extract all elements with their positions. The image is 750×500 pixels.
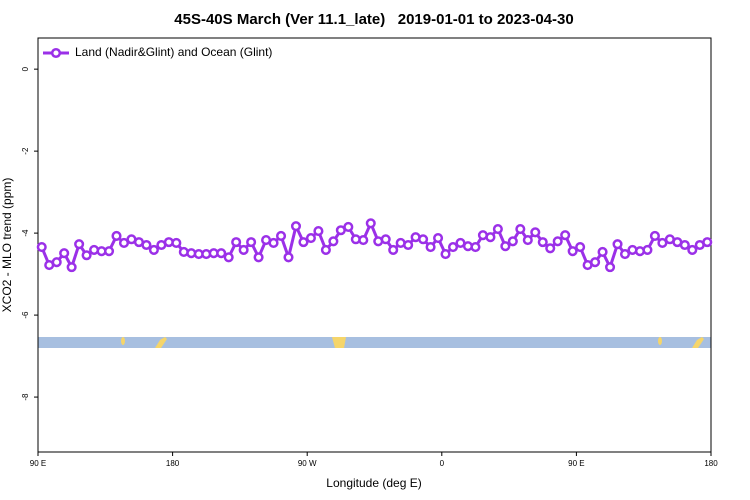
data-point <box>36 241 47 253</box>
data-point <box>605 262 616 273</box>
data-point <box>365 218 376 229</box>
x-tick-label: 90 E <box>568 459 584 468</box>
y-tick-label: -2 <box>21 147 30 155</box>
x-tick-label: 90 W <box>298 459 317 468</box>
data-point <box>171 237 182 249</box>
data-point <box>238 244 249 255</box>
map-strip <box>38 337 711 348</box>
data-point <box>485 232 496 243</box>
data-point <box>425 241 436 253</box>
data-point <box>141 239 152 251</box>
y-axis-label: XCO2 - MLO trend (ppm) <box>0 178 14 313</box>
data-point <box>283 252 294 263</box>
data-point <box>440 248 451 260</box>
legend-label: Land (Nadir&Glint) and Ocean (Glint) <box>75 45 272 59</box>
data-point <box>216 248 227 259</box>
data-point <box>388 244 399 255</box>
data-point <box>522 235 533 246</box>
land-patch <box>121 337 125 345</box>
data-point <box>567 246 578 257</box>
data-point <box>246 237 257 248</box>
ocean-strip <box>38 337 711 348</box>
data-point <box>51 257 62 268</box>
data-point <box>492 223 503 235</box>
data-point <box>290 221 302 232</box>
data-point <box>642 244 653 255</box>
data-point <box>552 236 563 247</box>
data-point <box>500 241 511 252</box>
x-tick-label: 180 <box>166 459 180 468</box>
data-point <box>687 244 698 255</box>
land-patch <box>332 337 346 348</box>
data-point <box>253 252 264 263</box>
x-tick-label: 180 <box>704 459 718 468</box>
data-point <box>81 250 92 261</box>
data-point <box>507 236 518 247</box>
data-point <box>148 244 159 255</box>
data-point <box>320 244 331 255</box>
data-point <box>223 252 234 263</box>
data-point <box>590 257 601 268</box>
data-point <box>268 237 279 249</box>
data-point <box>403 239 414 251</box>
y-tick-label: 0 <box>21 66 30 71</box>
data-point <box>530 227 541 238</box>
data-point <box>515 223 526 235</box>
legend-marker <box>50 47 62 59</box>
data-point <box>66 262 77 273</box>
data-point <box>418 234 429 245</box>
data-point <box>657 237 668 249</box>
land-patch <box>658 337 662 345</box>
x-tick-label: 90 E <box>30 459 46 468</box>
data-point <box>313 226 324 237</box>
data-point <box>597 246 608 258</box>
data-point <box>59 248 70 259</box>
y-tick-label: -6 <box>21 311 30 319</box>
land-patch <box>155 337 167 348</box>
y-tick-label: -8 <box>21 393 30 401</box>
data-point <box>679 239 690 251</box>
data-point <box>560 230 571 241</box>
data-point <box>702 237 713 248</box>
data-point <box>649 230 660 242</box>
data-point <box>111 230 122 242</box>
data-point <box>275 230 287 242</box>
data-point <box>537 237 548 248</box>
data-point <box>231 237 242 248</box>
x-tick-label: 0 <box>440 459 445 468</box>
data-point <box>328 236 339 247</box>
data-point <box>380 234 391 245</box>
data-point <box>74 239 85 250</box>
data-point <box>612 239 623 250</box>
data-point <box>118 237 130 249</box>
data-point <box>470 241 481 253</box>
data-point <box>545 243 556 254</box>
data-point <box>619 248 631 260</box>
data-point <box>358 235 369 246</box>
data-point <box>433 232 444 244</box>
data-point <box>103 246 115 257</box>
data-point <box>343 221 354 233</box>
data-point <box>575 241 586 253</box>
chart-title: 45S-40S March (Ver 11.1_late) 2019-01-01… <box>174 11 573 28</box>
data-point <box>447 241 459 253</box>
data-point <box>298 237 309 248</box>
land-patch <box>692 337 704 348</box>
data-point <box>305 232 316 244</box>
y-tick-label: -4 <box>21 229 30 237</box>
x-axis-label: Longitude (deg E) <box>326 476 421 490</box>
